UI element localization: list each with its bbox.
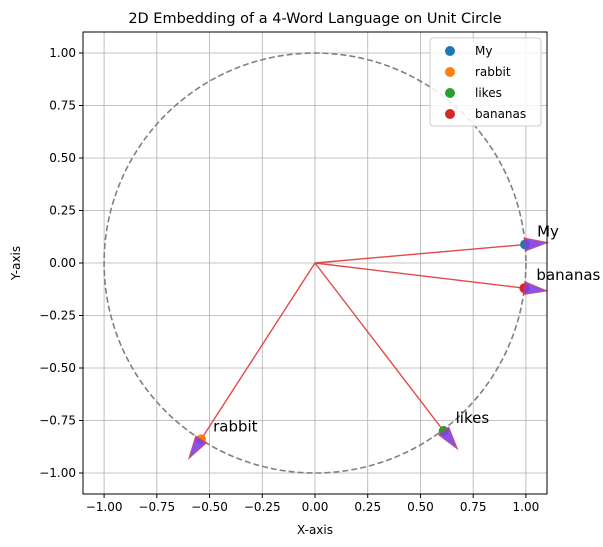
- y-tick-label-0: 1.00: [49, 46, 76, 60]
- legend-label-rabbit: rabbit: [475, 65, 511, 79]
- x-tick-label-7: 0.75: [460, 500, 487, 514]
- arrowhead-bananas: [523, 281, 549, 296]
- x-tick-label-5: 0.25: [354, 500, 381, 514]
- y-ticks: 1.00 0.75 0.50 0.25 0.00 −0.25 −0.50 −0.75 −1.00: [39, 46, 83, 480]
- word-label-rabbit: rabbit: [213, 417, 258, 435]
- y-tick-label-3: 0.25: [49, 204, 76, 218]
- y-tick-label-2: 0.50: [49, 151, 76, 165]
- legend-label-likes: likes: [475, 86, 502, 100]
- y-tick-label-6: −0.50: [39, 361, 76, 375]
- y-tick-label-1: 0.75: [49, 99, 76, 113]
- x-tick-label-4: 0.00: [302, 500, 329, 514]
- vector-likes: [314, 262, 445, 432]
- y-axis-label: Y-axis: [9, 246, 23, 281]
- x-tick-label-0: −1.00: [86, 500, 123, 514]
- legend-marker-My: [445, 46, 455, 56]
- x-tick-label-1: −0.75: [138, 500, 175, 514]
- legend-marker-likes: [445, 88, 455, 98]
- word-label-My: My: [537, 223, 559, 241]
- x-tick-label-2: −0.50: [191, 500, 228, 514]
- x-tick-label-8: 1.00: [513, 500, 540, 514]
- legend-label-bananas: bananas: [475, 107, 526, 121]
- unit-circle: [103, 52, 527, 474]
- y-tick-label-7: −0.75: [39, 414, 76, 428]
- arrowhead-My: [524, 237, 550, 252]
- vector-bananas: [314, 262, 525, 289]
- x-tick-label-3: −0.25: [244, 500, 281, 514]
- word-label-bananas: bananas: [536, 266, 600, 284]
- y-tick-label-8: −1.00: [39, 466, 76, 480]
- arrowhead-likes: [437, 426, 459, 451]
- x-tick-label-6: 0.50: [407, 500, 434, 514]
- x-ticks: −1.00 −0.75 −0.50 −0.25 0.00 0.25 0.50 0.75 1.00: [86, 494, 540, 514]
- legend-box: [429, 37, 542, 127]
- y-tick-label-4: 0.00: [49, 256, 76, 270]
- vector-rabbit: [200, 262, 316, 440]
- legend-marker-bananas: [445, 109, 455, 119]
- vector-My: [314, 243, 526, 264]
- x-axis-label: X-axis: [297, 523, 333, 537]
- chart-title: 2D Embedding of a 4-Word Language on Uni…: [128, 11, 501, 27]
- legend-marker-rabbit: [445, 67, 455, 77]
- y-tick-label-5: −0.25: [39, 309, 76, 323]
- word-label-likes: likes: [456, 409, 490, 427]
- arrowhead-rabbit: [187, 435, 208, 460]
- legend: My rabbit likes bananas: [429, 37, 542, 127]
- legend-label-My: My: [475, 44, 492, 58]
